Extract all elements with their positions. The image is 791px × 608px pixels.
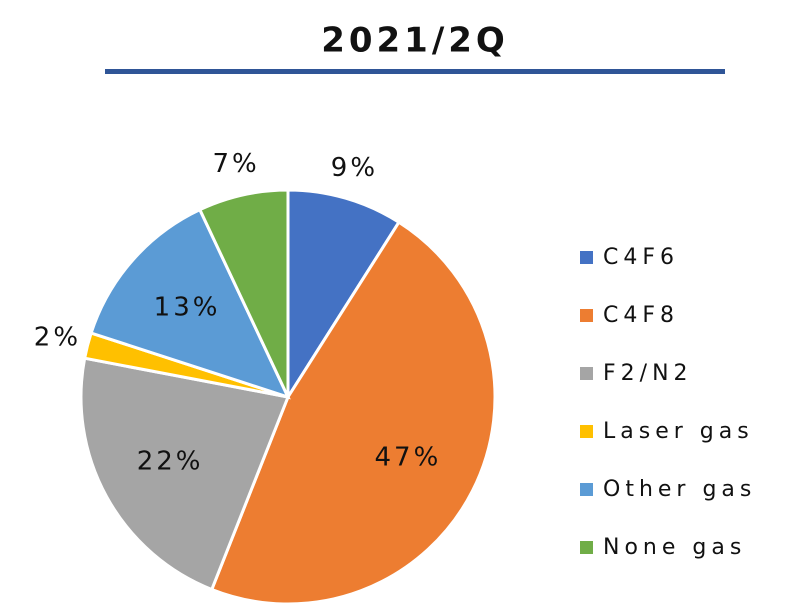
data-label: 7% bbox=[212, 149, 259, 179]
pie-slice bbox=[89, 207, 291, 400]
legend-label: C4F8 bbox=[603, 303, 679, 328]
legend-label: Other gas bbox=[603, 477, 756, 502]
data-label: 13% bbox=[154, 293, 221, 323]
title-underline bbox=[105, 69, 725, 74]
legend-swatch bbox=[580, 483, 593, 496]
legend-label: None gas bbox=[603, 535, 746, 560]
legend-swatch bbox=[580, 251, 593, 264]
pie-slice bbox=[79, 356, 291, 592]
legend-swatch bbox=[580, 367, 593, 380]
legend-label: C4F6 bbox=[603, 245, 679, 270]
pie-slice bbox=[209, 220, 497, 606]
chart-title: 2021/2Q bbox=[321, 21, 509, 61]
data-label: 22% bbox=[137, 446, 204, 476]
legend-swatch bbox=[580, 309, 593, 322]
pie-slice bbox=[197, 188, 290, 398]
data-label: 47% bbox=[374, 443, 441, 473]
data-label: 2% bbox=[34, 322, 81, 352]
legend-swatch bbox=[580, 541, 593, 554]
data-label: 9% bbox=[331, 153, 378, 183]
legend-label: F2/N2 bbox=[603, 361, 693, 386]
legend-swatch bbox=[580, 425, 593, 438]
legend-label: Laser gas bbox=[603, 419, 754, 444]
pie-slice bbox=[286, 188, 401, 403]
